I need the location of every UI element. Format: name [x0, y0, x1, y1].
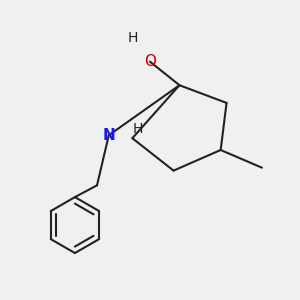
- Text: H: H: [133, 122, 143, 136]
- Text: N: N: [102, 128, 115, 143]
- Text: H: H: [127, 31, 137, 45]
- Text: O: O: [144, 54, 156, 69]
